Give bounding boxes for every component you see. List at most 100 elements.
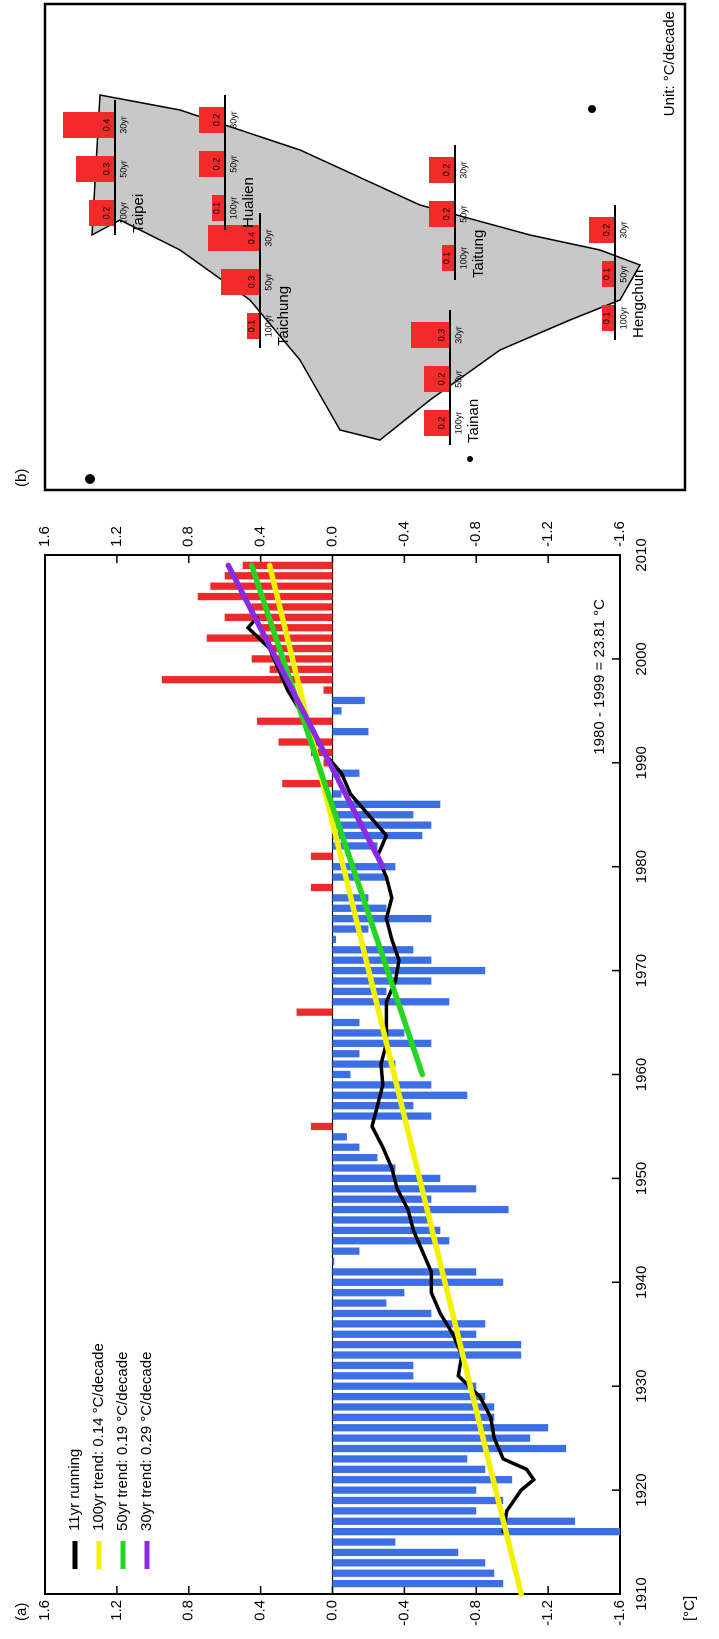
bar: [332, 1226, 441, 1234]
period-label: 100yr: [453, 412, 463, 435]
bar-value-label: 0.3: [436, 329, 446, 342]
bar: [332, 1164, 396, 1172]
y-tick-label: 0.4: [252, 1600, 269, 1621]
station-bar: [63, 112, 115, 138]
period-label: 100yr: [228, 197, 238, 220]
bar: [332, 1278, 504, 1286]
bar: [251, 603, 333, 611]
station-bar: [424, 410, 450, 436]
bar: [332, 1351, 522, 1359]
period-label: 100yr: [458, 247, 468, 270]
line: [225, 562, 386, 870]
bar: [332, 1029, 405, 1037]
y2-tick-label: 0.4: [252, 526, 269, 547]
bar: [332, 1528, 620, 1536]
bar: [332, 696, 365, 705]
bar: [332, 1247, 360, 1255]
bar: [161, 676, 333, 684]
island: [91, 94, 642, 441]
bar: [332, 1538, 396, 1546]
bar: [332, 1579, 504, 1588]
bar: [332, 1216, 432, 1224]
station-bar: [411, 322, 450, 348]
y-tick-label: 0.8: [180, 1600, 197, 1621]
bar: [332, 1548, 459, 1557]
x-tick-label: 1950: [633, 1162, 650, 1195]
station-name: Taipei: [130, 194, 147, 233]
y-tick-label: -0.4: [395, 1600, 412, 1626]
bar: [332, 925, 369, 933]
y-tick-label: 0.0: [323, 1600, 340, 1621]
bar-value-label: 0.2: [211, 158, 221, 171]
rotated-figure: (a) (b) [°C] 1980 - 1999 = 23.81 °C Unit…: [13, 2, 698, 1626]
bar: [332, 1372, 414, 1380]
bar: [332, 935, 337, 944]
period-label: 30yr: [458, 161, 468, 179]
bar: [332, 1174, 441, 1183]
bar: [332, 707, 342, 715]
period-label: 30yr: [228, 111, 238, 129]
bar-value-label: 0.2: [211, 114, 221, 127]
x-tick-label: 1990: [633, 746, 650, 779]
islet: [588, 105, 596, 113]
bar: [269, 644, 333, 653]
bar: [332, 1330, 477, 1338]
bar: [332, 1320, 486, 1328]
bar: [332, 1185, 477, 1193]
panel-label: (a): [13, 1603, 30, 1621]
station-name: Hengchun: [630, 270, 647, 338]
bar: [332, 1517, 576, 1525]
bar: [332, 1424, 549, 1432]
y2-tick-label: -1.2: [539, 521, 556, 547]
station-bar: [442, 245, 455, 271]
bar: [332, 1289, 405, 1297]
bar: [332, 1133, 347, 1141]
bar: [323, 686, 333, 694]
station-name: Taitung: [470, 230, 487, 278]
y-axis-label: [°C]: [681, 1596, 698, 1621]
station-bar: [602, 261, 615, 287]
y2-tick-label: -0.4: [395, 521, 412, 547]
bar: [332, 727, 369, 736]
period-label: 100yr: [263, 315, 273, 338]
panel-label: (b): [13, 469, 30, 487]
y-tick-label: -0.8: [467, 1600, 484, 1626]
line: [245, 615, 537, 1534]
bar: [310, 1122, 333, 1131]
bar: [332, 1112, 432, 1120]
bar: [332, 1361, 414, 1370]
bar: [332, 1309, 432, 1318]
bar: [332, 1444, 567, 1453]
period-label: 50yr: [618, 265, 628, 283]
bar: [332, 998, 450, 1006]
x-tick-label: 1980: [633, 850, 650, 883]
bar: [332, 946, 414, 954]
period-label: 30yr: [118, 116, 128, 134]
bar: [332, 1507, 477, 1515]
bar-value-label: 0.1: [601, 268, 611, 281]
islet: [85, 474, 95, 484]
station-bar: [247, 313, 260, 339]
station-bar: [199, 107, 225, 133]
bar: [332, 1559, 486, 1567]
period-label: 50yr: [453, 370, 463, 388]
period-label: 50yr: [118, 160, 128, 178]
period-label: 50yr: [458, 205, 468, 223]
y-tick-label: -1.2: [539, 1600, 556, 1626]
station-bar: [199, 151, 225, 177]
bar: [332, 1486, 477, 1494]
y2-tick-label: 0.8: [180, 526, 197, 547]
bar: [332, 1496, 504, 1505]
annotation: 1980 - 1999 = 23.81 °C: [591, 599, 608, 755]
bar-value-label: 0.4: [246, 232, 256, 245]
bar-value-label: 0.1: [211, 202, 221, 215]
station-bar: [221, 269, 260, 295]
x-tick-label: 1940: [633, 1266, 650, 1299]
bar: [332, 1341, 522, 1349]
station-name: Hualien: [240, 177, 257, 228]
station-bar: [208, 225, 260, 251]
x-tick-label: 1960: [633, 1058, 650, 1091]
bar: [332, 1039, 432, 1047]
bar-value-label: 0.4: [101, 119, 111, 132]
bar: [332, 915, 432, 923]
